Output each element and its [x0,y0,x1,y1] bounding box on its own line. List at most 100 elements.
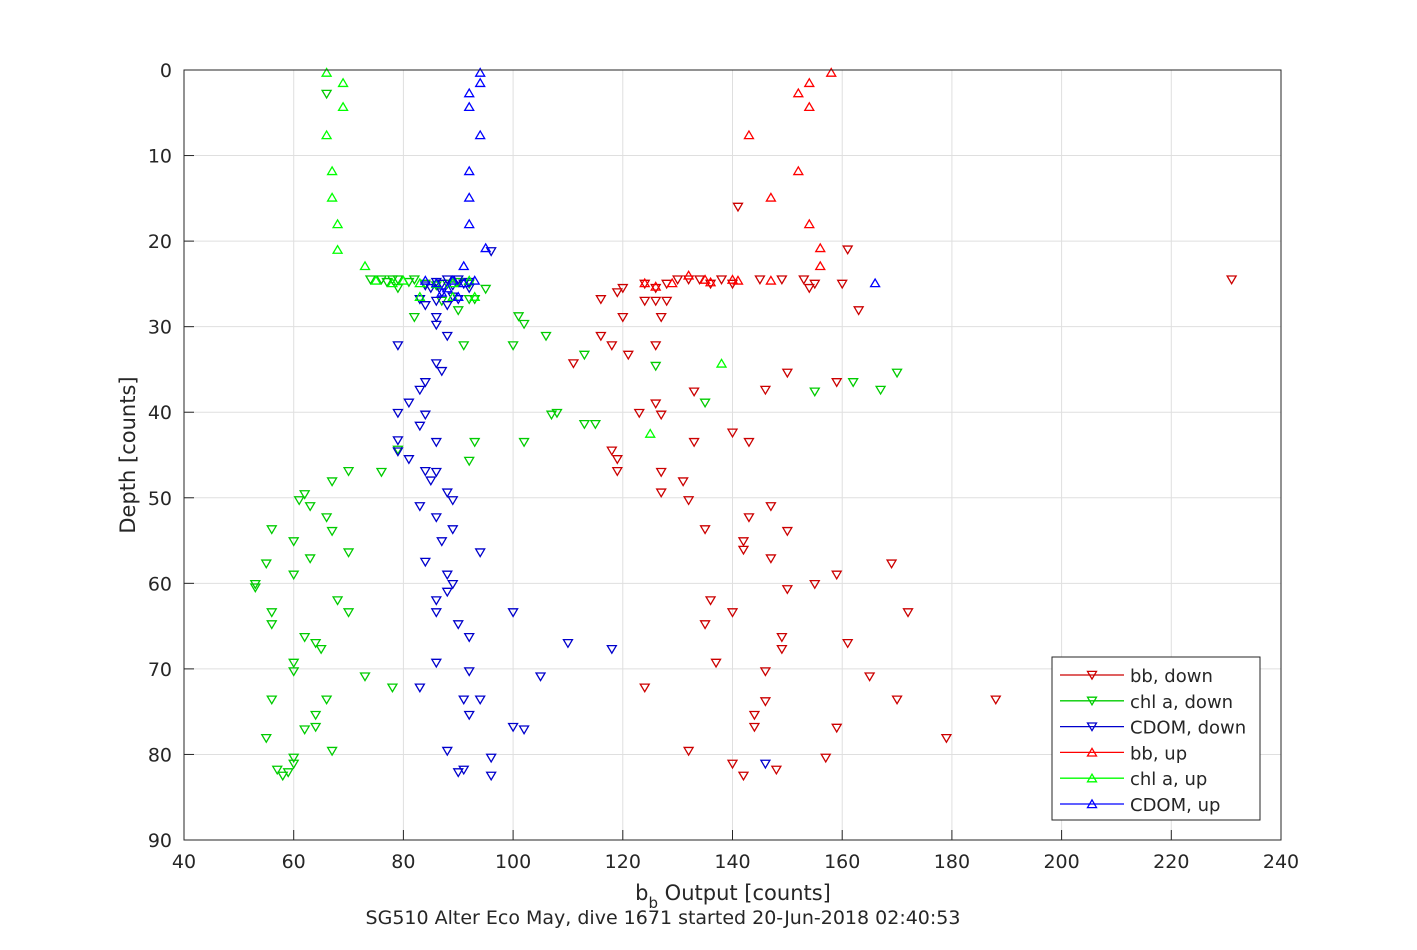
data-point-chl-a-down [408,275,421,285]
legend-label: CDOM, down [1130,718,1246,739]
data-point-cdom-up [441,282,453,293]
data-point-cdom-up [463,87,475,98]
data-point-chl-a-down [540,331,552,342]
legend-entry-bb-up: bb, up [1060,743,1187,764]
data-point-bb-up [666,277,678,288]
data-point-cdom-down [447,496,459,506]
data-point-chl-a-down [650,361,662,372]
data-point-bb-down [743,437,755,448]
y-tick-label: 40 [148,402,172,424]
series-bb-up [639,67,837,291]
data-point-bb-down [940,733,953,744]
data-point-chl-a-down [326,746,338,757]
data-point-chl-a-down [589,419,602,430]
data-point-chl-a-down [469,437,481,448]
data-point-cdom-up [419,275,431,285]
data-point-cdom-down [507,608,519,618]
data-point-bb-down [704,279,717,290]
data-point-bb-down [682,496,695,506]
data-point-chl-a-up [331,218,344,229]
data-point-chl-a-down [299,490,311,500]
legend-entry-chl-a-down: chl a, down [1060,692,1233,713]
data-point-bb-down [842,638,854,649]
data-point-bb-down [611,288,623,298]
data-point-cdom-down [485,753,497,764]
data-point-cdom-down [562,638,574,649]
data-point-cdom-down [430,658,442,669]
data-point-cdom-down [485,771,497,782]
data-point-bb-down [902,608,914,618]
x-tick-label: 80 [391,851,415,873]
x-axis-label-symbol: b [635,881,648,905]
data-point-chl-a-down [320,695,333,706]
legend-marker [1086,670,1098,681]
data-point-cdom-down [414,683,426,694]
data-point-bb-down [688,437,700,448]
data-point-chl-a-down [342,467,355,477]
data-point-cdom-down [436,537,448,547]
data-point-chl-a-down [359,672,371,682]
data-point-bb-down [748,722,761,733]
data-point-cdom-down [392,341,404,351]
data-point-bb-down [831,378,843,388]
data-point-bb-down [781,585,793,595]
data-point-bb-down [759,385,772,396]
data-point-bb-down [639,683,651,694]
data-point-cdom-down [414,385,426,396]
data-point-chl-a-up [414,291,426,301]
data-point-bb-down [743,513,755,523]
x-tick-label: 40 [172,851,196,873]
data-point-cdom-down [458,695,470,706]
data-point-bb-down [617,313,629,323]
data-point-bb-up [726,274,739,284]
data-point-bb-up [699,274,711,284]
data-point-cdom-down [419,301,431,311]
data-point-cdom-down [419,557,431,568]
data-point-chl-a-down [809,387,821,398]
data-point-cdom-up [463,165,475,176]
data-point-bb-up [732,275,744,285]
data-point-bb-down [606,446,618,457]
data-point-bb-down [781,368,793,379]
data-point-bb-down [990,695,1002,706]
data-point-chl-a-down [518,319,530,330]
series-cdom-up [419,67,881,301]
data-point-chl-a-down [266,608,278,618]
legend-box [1051,656,1261,821]
legend-entry-chl-a-up: chl a, up [1060,769,1207,790]
data-point-cdom-up [436,287,448,297]
y-tick-label: 90 [148,830,172,852]
data-point-bb-down [622,350,634,361]
data-point-cdom-down [403,398,415,409]
data-point-cdom-up [480,242,492,253]
legend-label: bb, down [1130,666,1213,687]
chart-caption: SG510 Alter Eco May, dive 1671 started 2… [366,907,961,929]
data-point-bb-down [715,275,728,285]
data-point-cdom-down [392,436,404,446]
data-point-cdom-up [458,260,470,271]
data-point-bb-down [682,275,695,285]
data-point-chl-a-down [288,759,300,770]
x-tick-label: 120 [605,851,641,873]
data-point-bb-down [776,275,788,285]
x-tick-label: 240 [1263,851,1299,873]
data-point-chl-a-down [288,658,300,669]
data-point-chl-a-down [452,306,464,316]
data-point-bb-down [704,596,717,606]
data-point-cdom-up [463,192,475,202]
data-point-chl-a-down [847,378,859,388]
data-point-chl-a-up [644,428,656,438]
data-point-chl-a-down [260,733,272,744]
data-point-chl-a-up [397,275,410,285]
legend-marker [1086,696,1098,707]
data-point-cdom-down [441,746,453,757]
data-point-bb-down [661,296,673,307]
data-point-bb-down [567,359,580,369]
data-point-chl-a-up [331,244,344,254]
data-point-chl-a-down [326,526,338,537]
x-tick-label: 180 [934,851,970,873]
data-point-bb-up [743,129,755,140]
data-point-bb-up [803,218,815,229]
data-point-bb-up [792,87,804,98]
